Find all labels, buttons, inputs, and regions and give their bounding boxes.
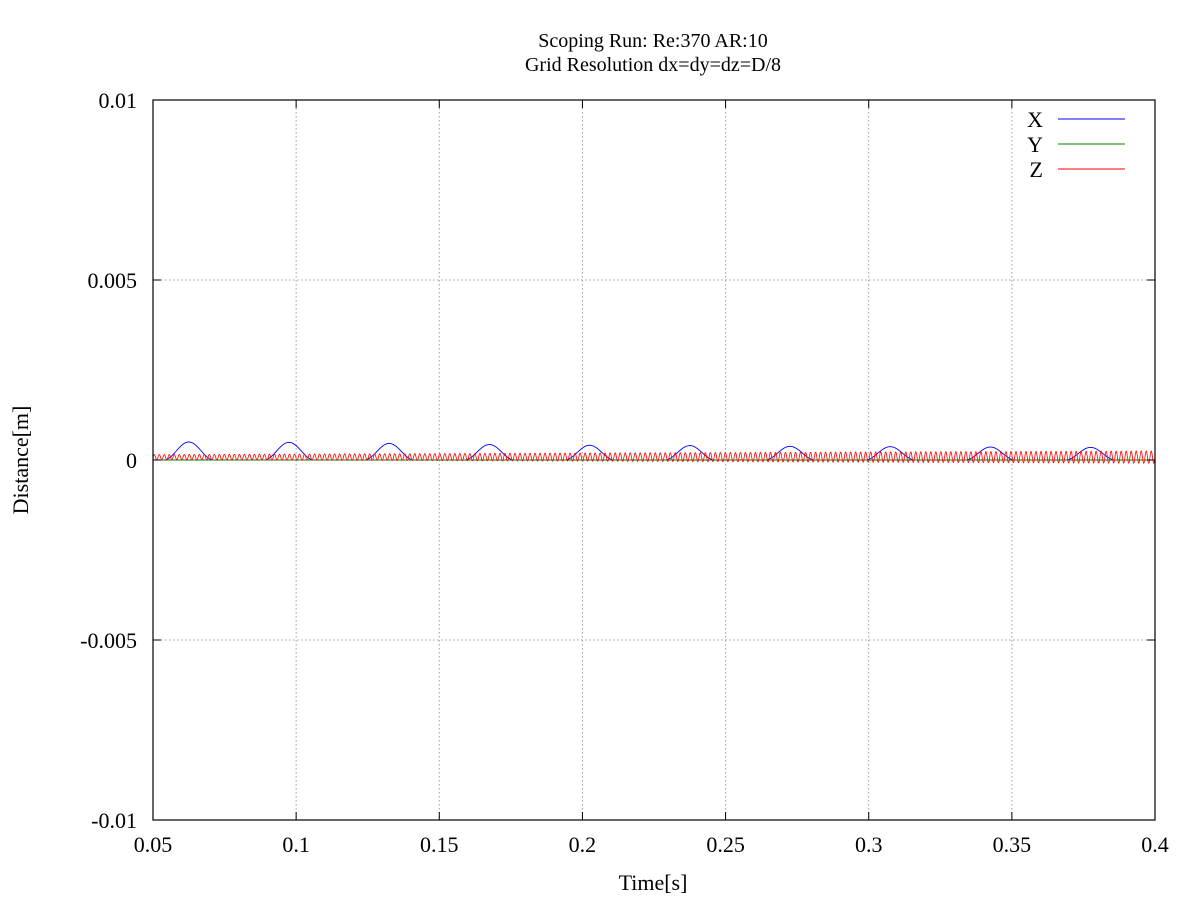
y-tick-label: 0: [126, 448, 137, 473]
series-layer: [152, 441, 1156, 464]
chart-title: Scoping Run: Re:370 AR:10: [538, 30, 767, 52]
x-tick-label: 0.3: [855, 832, 883, 857]
legend-label-x: X: [1027, 107, 1043, 132]
legend: XYZ: [1027, 107, 1125, 182]
y-axis-label: Distance[m]: [8, 406, 33, 515]
axes-layer: [152, 99, 1156, 821]
series-z-line: [152, 450, 1156, 464]
y-tick-label: 0.01: [99, 88, 138, 113]
legend-label-z: Z: [1030, 157, 1043, 182]
x-tick-label: 0.15: [420, 832, 459, 857]
plot-frame: [152, 99, 1156, 821]
y-tick-label: 0.005: [88, 268, 138, 293]
x-tick-label: 0.25: [706, 832, 745, 857]
x-tick-label: 0.1: [282, 832, 310, 857]
x-tick-label: 0.4: [1141, 832, 1169, 857]
legend-label-y: Y: [1027, 132, 1043, 157]
y-tick-label: -0.005: [80, 628, 137, 653]
x-tick-label: 0.05: [134, 832, 173, 857]
x-axis-label: Time[s]: [619, 870, 688, 895]
chart-subtitle: Grid Resolution dx=dy=dz=D/8: [525, 54, 781, 76]
y-tick-label: -0.01: [91, 808, 137, 833]
x-tick-label: 0.35: [993, 832, 1032, 857]
x-tick-label: 0.2: [569, 832, 597, 857]
tick-labels: 0.05 0.1 0.15 0.2 0.25 0.3 0.35 0.4 0.01 0.005 0 -0…: [80, 88, 1169, 857]
